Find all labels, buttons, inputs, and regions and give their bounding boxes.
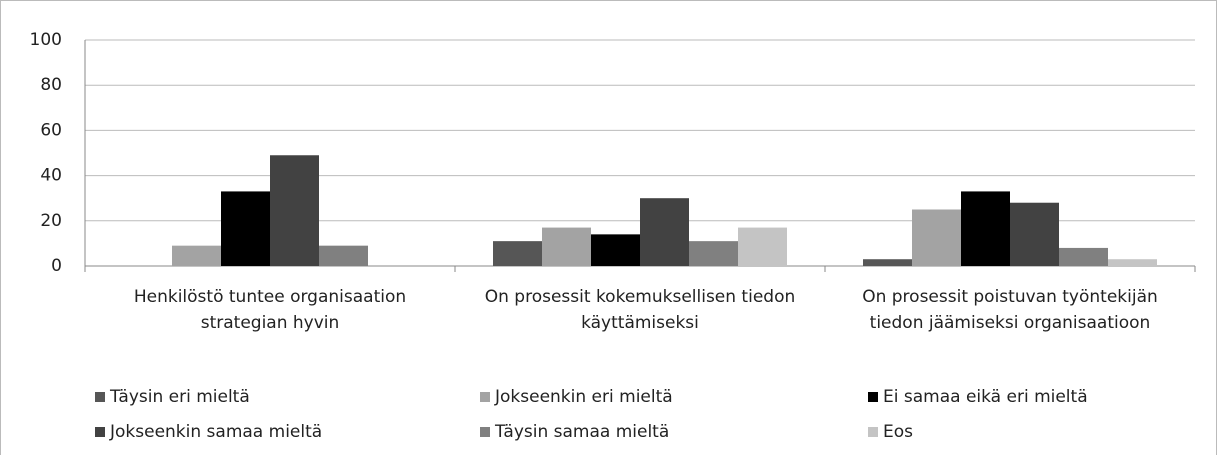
legend-swatch [95, 392, 105, 402]
legend-label: Jokseenkin samaa mieltä [109, 422, 322, 442]
legend-swatch [868, 427, 878, 437]
bar [912, 209, 961, 266]
legend-label: Eos [883, 422, 913, 442]
x-tick-label: On prosessit kokemuksellisen tiedon käyt… [484, 287, 796, 333]
legend-label: Täysin samaa mieltä [494, 422, 669, 442]
bar [1108, 259, 1157, 266]
bar [172, 245, 221, 266]
legend-label: Ei samaa eikä eri mieltä [883, 387, 1088, 407]
legend-swatch [480, 392, 490, 402]
y-tick-label: 100 [30, 30, 62, 50]
bar [1010, 202, 1059, 266]
legend-label: Täysin eri mieltä [109, 387, 250, 407]
legend-swatch [868, 392, 878, 402]
x-tick-label: On prosessit poistuvan työntekijän tiedo… [862, 287, 1158, 333]
bar [542, 227, 591, 266]
bar [270, 155, 319, 266]
bar [863, 259, 912, 266]
bar [961, 191, 1010, 266]
bar [1059, 247, 1108, 266]
bar [221, 191, 270, 266]
bar [319, 245, 368, 266]
bar [493, 241, 542, 266]
bar [738, 227, 787, 266]
bar [689, 241, 738, 266]
legend-swatch [480, 427, 490, 437]
x-tick-label: Henkilöstö tuntee organisaation strategi… [133, 287, 407, 333]
y-tick-label: 40 [40, 166, 62, 186]
y-tick-label: 80 [40, 75, 62, 95]
y-tick-label: 20 [40, 211, 62, 231]
bar [640, 198, 689, 266]
legend-label: Jokseenkin eri mieltä [494, 387, 673, 407]
legend-swatch [95, 427, 105, 437]
y-tick-label: 60 [40, 120, 62, 140]
bar [591, 234, 640, 266]
y-tick-label: 0 [51, 256, 62, 276]
